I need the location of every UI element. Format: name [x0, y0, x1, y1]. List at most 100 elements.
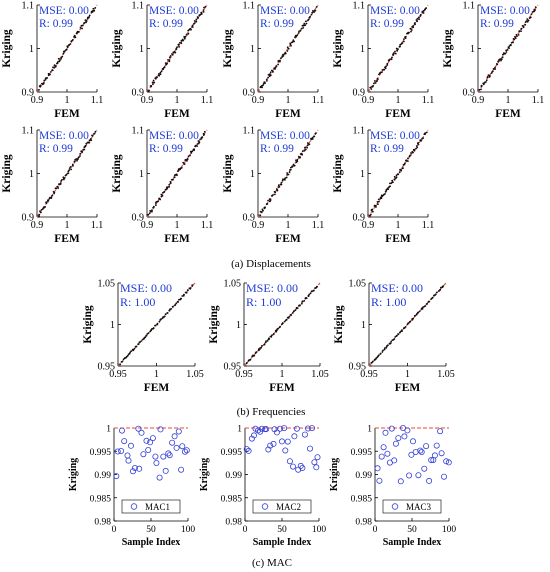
- data-point: [402, 167, 404, 170]
- x-axis-title: FEM: [164, 108, 190, 120]
- data-point: [501, 56, 504, 59]
- data-point: [428, 300, 431, 303]
- y-tick-label: 1.1: [463, 1, 476, 12]
- data-point: [431, 452, 438, 459]
- data-point: [137, 343, 140, 346]
- data-point: [529, 16, 532, 19]
- data-point: [61, 179, 63, 181]
- x-tick-label: 1.1: [91, 95, 104, 106]
- data-point: [269, 199, 272, 201]
- data-point: [258, 425, 265, 432]
- data-point: [168, 185, 171, 188]
- legend-box: [121, 499, 181, 514]
- data-point: [139, 341, 142, 343]
- data-point: [522, 25, 525, 28]
- r-stat: R: 0.99: [370, 18, 404, 30]
- data-point: [266, 80, 268, 82]
- data-point: [155, 204, 157, 207]
- data-point: [265, 78, 268, 81]
- data-point: [384, 193, 386, 195]
- data-point: [377, 203, 379, 206]
- data-point: [178, 46, 181, 48]
- data-point: [119, 427, 126, 434]
- data-point: [370, 213, 372, 216]
- data-point: [370, 361, 373, 364]
- data-point: [85, 142, 88, 145]
- data-point: [191, 24, 194, 27]
- data-point: [421, 11, 424, 14]
- data-point: [395, 174, 398, 177]
- data-point: [290, 314, 293, 316]
- data-point: [380, 197, 383, 200]
- data-point: [380, 444, 387, 451]
- data-point: [73, 34, 76, 37]
- data-point: [426, 477, 433, 484]
- data-point: [175, 302, 178, 305]
- data-point: [152, 453, 159, 460]
- data-point: [375, 206, 377, 208]
- data-point: [181, 295, 184, 297]
- data-point: [373, 82, 375, 85]
- data-point: [504, 52, 507, 55]
- y-tick-label: 0.995: [90, 448, 112, 458]
- data-point: [303, 22, 306, 25]
- data-point: [372, 85, 375, 87]
- data-point: [76, 159, 78, 162]
- data-point: [494, 68, 497, 70]
- data-point: [290, 44, 292, 47]
- data-point: [491, 70, 494, 73]
- data-point: [282, 55, 285, 57]
- data-point: [173, 444, 180, 451]
- data-point: [527, 19, 530, 22]
- data-point: [62, 52, 65, 55]
- data-point: [534, 6, 537, 8]
- data-point: [203, 130, 206, 133]
- data-point: [305, 297, 308, 300]
- data-point: [194, 144, 197, 147]
- data-point: [153, 459, 160, 466]
- data-point: [140, 451, 147, 458]
- data-point: [262, 209, 264, 212]
- data-point: [93, 132, 96, 135]
- data-point: [508, 45, 511, 47]
- data-point: [59, 183, 62, 185]
- data-point: [178, 298, 180, 301]
- data-point: [390, 182, 393, 185]
- data-point: [180, 297, 183, 300]
- data-point: [154, 77, 157, 80]
- data-point: [158, 72, 160, 75]
- data-point: [263, 343, 266, 346]
- data-point: [370, 88, 373, 90]
- x-tick-label: 1: [175, 220, 180, 231]
- data-point: [428, 457, 435, 464]
- data-point: [261, 344, 263, 347]
- y-tick-label: 0.985: [351, 494, 373, 504]
- data-point: [162, 316, 165, 319]
- data-point: [149, 435, 156, 442]
- data-point: [132, 349, 135, 352]
- data-point: [265, 340, 267, 342]
- x-tick-label: 1: [154, 369, 159, 380]
- data-point: [385, 345, 388, 348]
- data-point: [38, 215, 40, 217]
- data-point: [435, 291, 438, 294]
- data-point: [289, 42, 292, 45]
- data-point: [179, 41, 181, 44]
- data-point: [39, 210, 41, 213]
- x-axis-title: FEM: [385, 108, 411, 120]
- data-point: [392, 181, 394, 184]
- data-point: [443, 458, 450, 465]
- data-point: [175, 428, 182, 435]
- x-tick-label: 1.05: [186, 369, 204, 380]
- data-point: [136, 465, 143, 472]
- data-point: [183, 35, 186, 38]
- data-point: [377, 198, 380, 201]
- data-point: [262, 83, 265, 85]
- data-point: [74, 36, 77, 39]
- x-tick-label: 50: [407, 525, 417, 535]
- data-point: [387, 188, 390, 191]
- data-point: [374, 80, 376, 82]
- data-point: [121, 438, 128, 445]
- legend-marker: [391, 503, 399, 510]
- data-point: [69, 166, 72, 168]
